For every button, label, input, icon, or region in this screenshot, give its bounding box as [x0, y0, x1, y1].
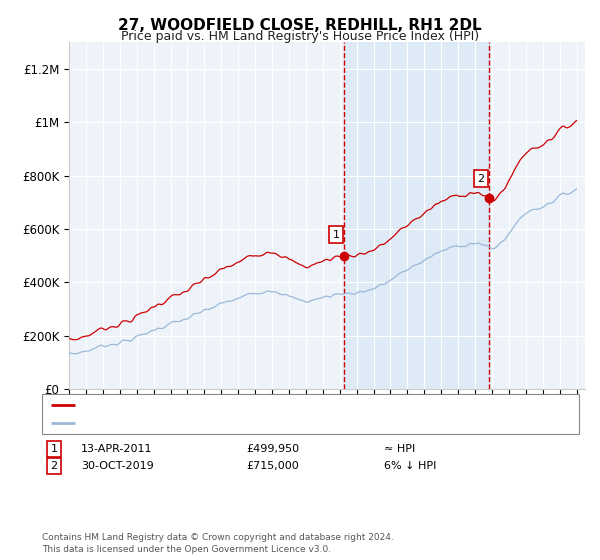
Text: ≈ HPI: ≈ HPI: [384, 444, 415, 454]
Text: 2: 2: [50, 461, 58, 471]
Text: 27, WOODFIELD CLOSE, REDHILL, RH1 2DL: 27, WOODFIELD CLOSE, REDHILL, RH1 2DL: [118, 18, 482, 34]
Text: £499,950: £499,950: [246, 444, 299, 454]
Text: HPI: Average price, detached house, Reigate and Banstead: HPI: Average price, detached house, Reig…: [79, 418, 387, 428]
Text: 27, WOODFIELD CLOSE, REDHILL, RH1 2DL (detached house): 27, WOODFIELD CLOSE, REDHILL, RH1 2DL (d…: [79, 400, 397, 410]
Text: £715,000: £715,000: [246, 461, 299, 471]
Text: 6% ↓ HPI: 6% ↓ HPI: [384, 461, 436, 471]
Text: 13-APR-2011: 13-APR-2011: [81, 444, 152, 454]
Text: 2: 2: [477, 174, 484, 184]
Text: 30-OCT-2019: 30-OCT-2019: [81, 461, 154, 471]
Text: 1: 1: [50, 444, 58, 454]
Text: Contains HM Land Registry data © Crown copyright and database right 2024.
This d: Contains HM Land Registry data © Crown c…: [42, 533, 394, 554]
Text: 1: 1: [332, 230, 340, 240]
Text: Price paid vs. HM Land Registry's House Price Index (HPI): Price paid vs. HM Land Registry's House …: [121, 30, 479, 43]
Bar: [344, 42, 489, 389]
